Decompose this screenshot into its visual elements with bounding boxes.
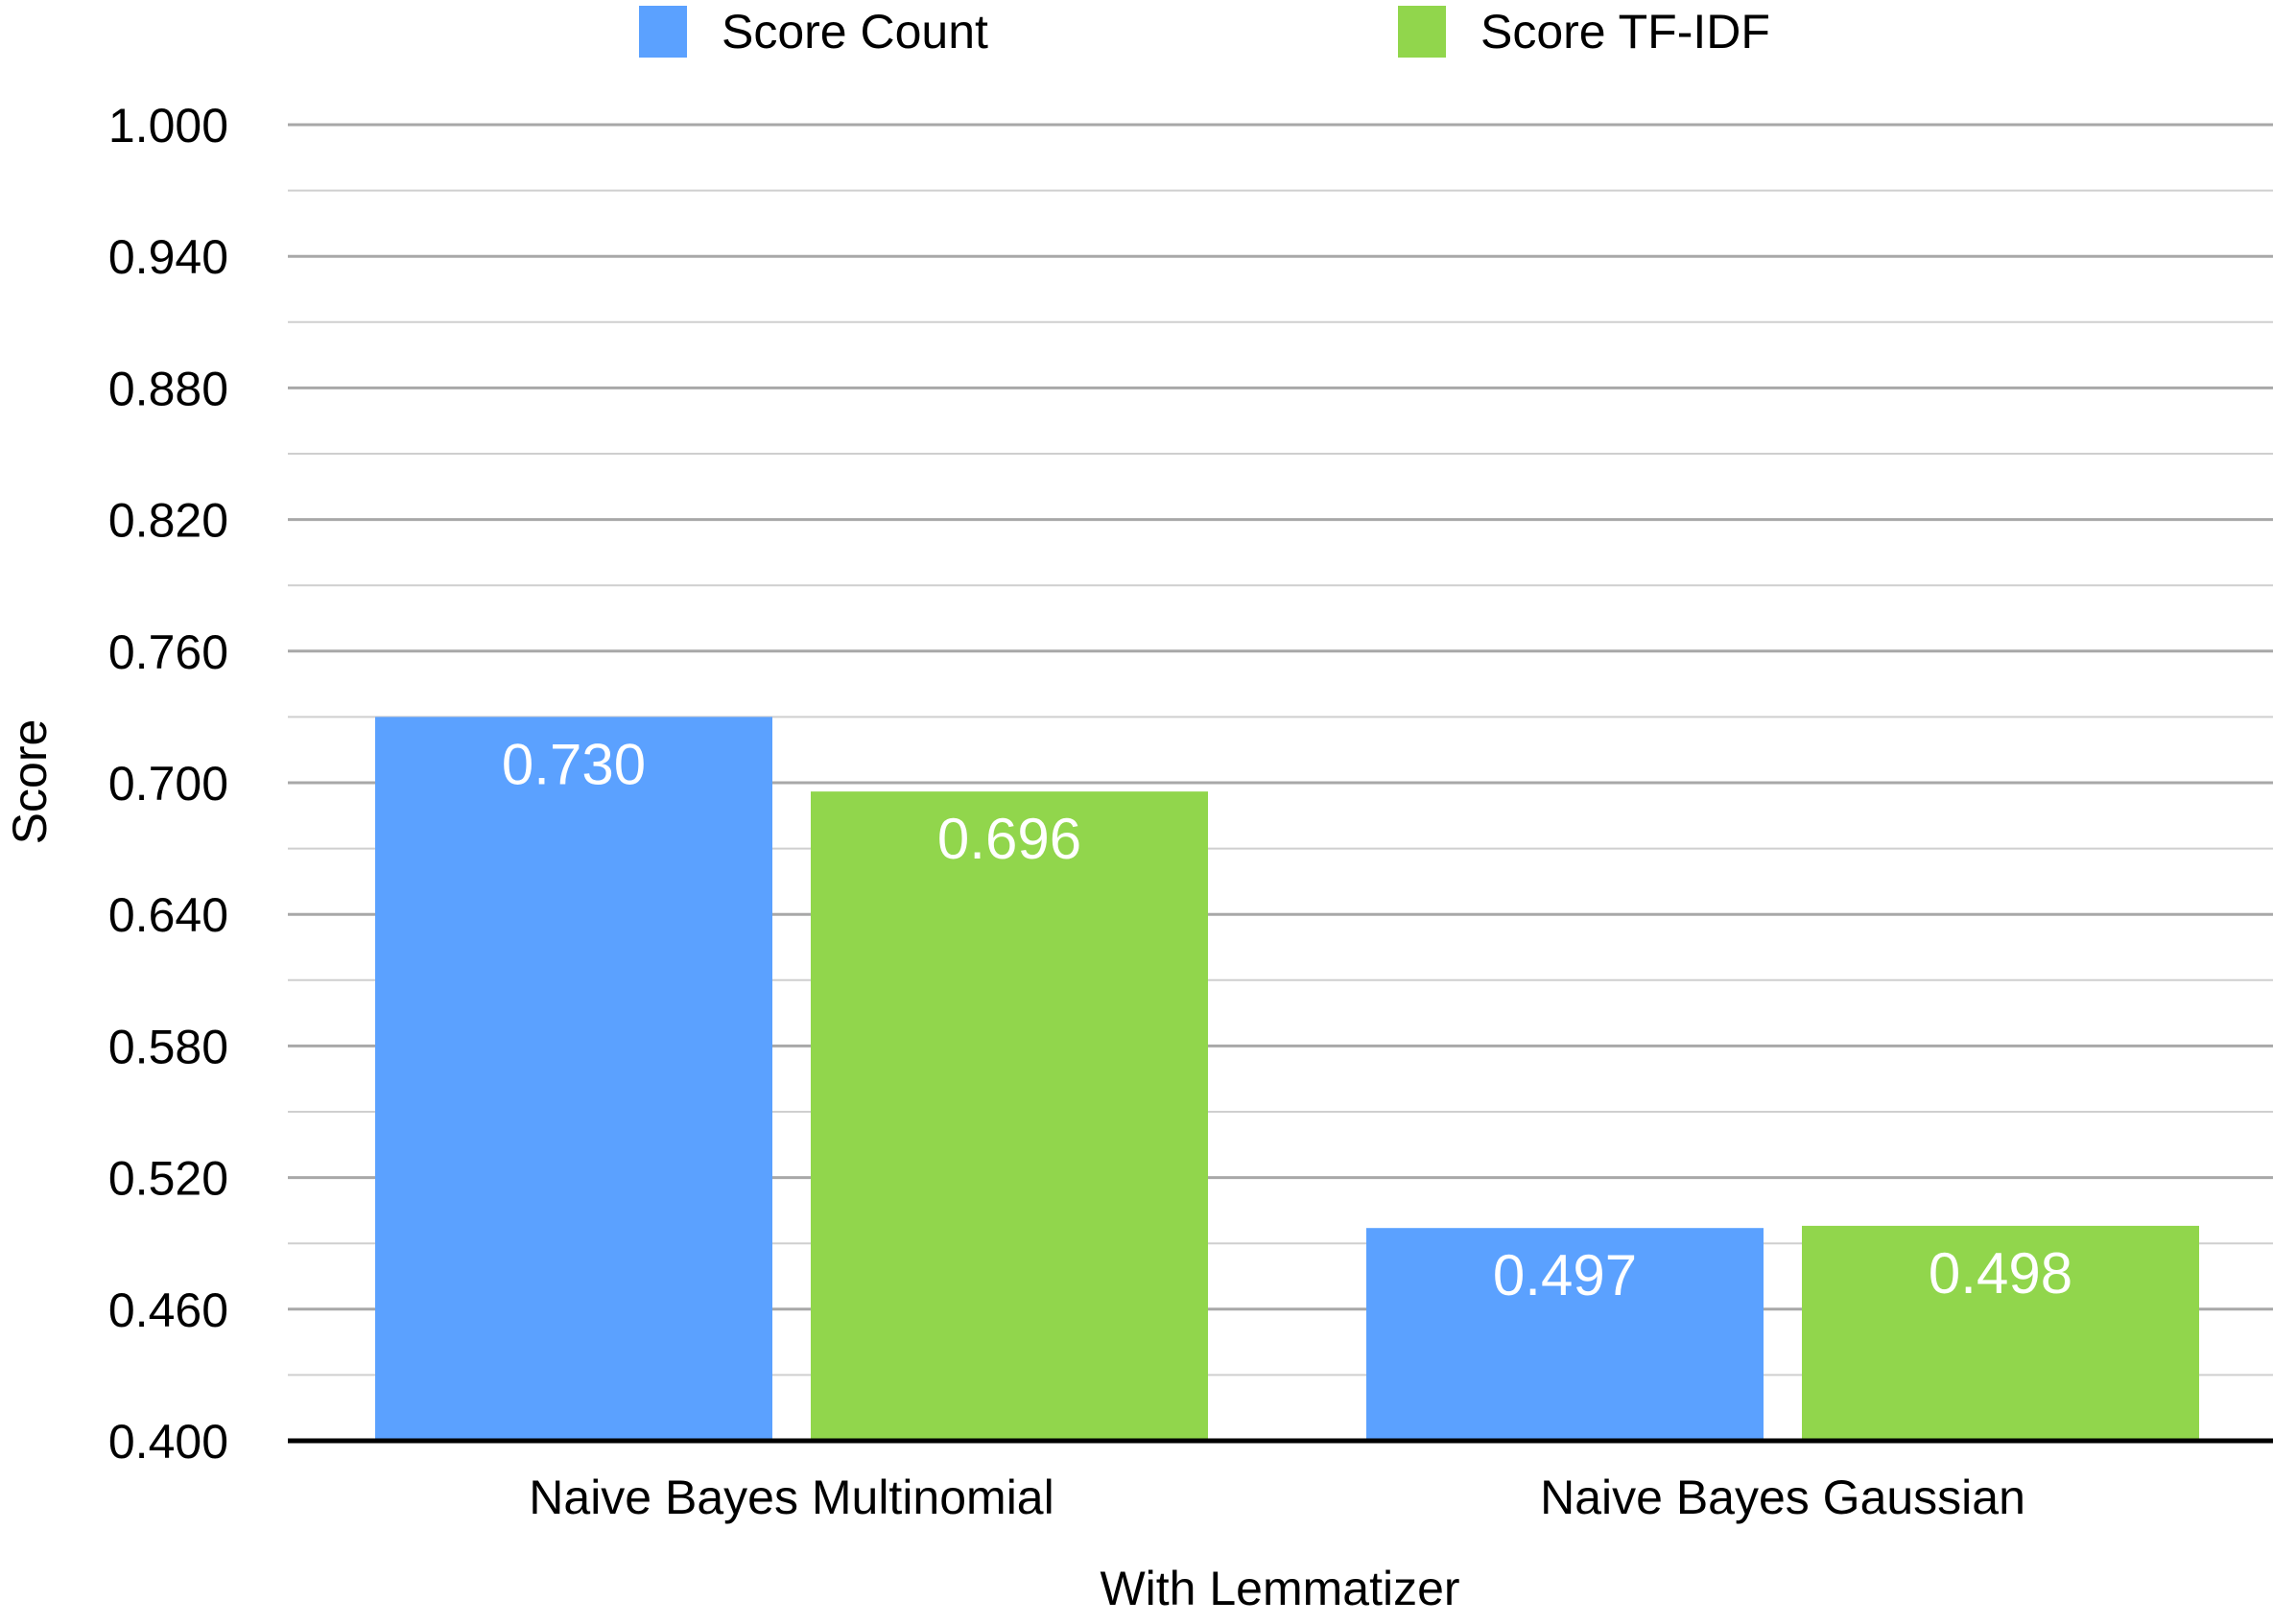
legend-item: Score Count [639,5,988,59]
bars [375,717,2199,1441]
bar-value-label: 0.498 [1929,1241,2072,1306]
bar [1366,1228,1764,1441]
y-tick-label: 0.520 [108,1152,228,1206]
bar [1802,1225,2199,1441]
bar-value-label: 0.497 [1493,1243,1637,1307]
y-tick-label: 0.400 [108,1415,228,1469]
y-tick-label: 0.700 [108,757,228,811]
bar-value-label: 0.696 [937,807,1081,871]
y-tick-label: 0.460 [108,1283,228,1337]
legend-swatch [639,6,687,58]
y-tick-label: 0.760 [108,625,228,679]
x-axis-title: With Lemmatizer [1100,1562,1459,1615]
y-tick-label: 0.640 [108,888,228,942]
y-tick-label: 0.820 [108,494,228,548]
y-axis-title: Score [3,719,57,845]
y-tick-label: 0.940 [108,230,228,284]
y-axis: 0.400 0.460 0.520 0.580 0.640 0.700 0.760 0.820… [108,99,228,1469]
legend: Score Count Score TF-IDF [639,5,1770,59]
legend-swatch [1398,6,1446,58]
legend-label: Score Count [722,5,988,59]
y-tick-label: 1.000 [108,99,228,153]
bar [375,717,772,1441]
legend-label: Score TF-IDF [1480,5,1770,59]
x-axis: Naive Bayes Multinomial Naive Bayes Gauss… [288,1438,2273,1524]
legend-item: Score TF-IDF [1398,5,1770,59]
x-tick-label: Naive Bayes Gaussian [1540,1471,2025,1524]
x-tick-label: Naive Bayes Multinomial [529,1471,1054,1524]
data-labels: 0.730 0.696 0.497 0.498 [502,732,2072,1307]
y-tick-label: 0.880 [108,362,228,415]
bar [811,791,1208,1441]
bar-value-label: 0.730 [502,732,646,796]
y-tick-label: 0.580 [108,1020,228,1073]
